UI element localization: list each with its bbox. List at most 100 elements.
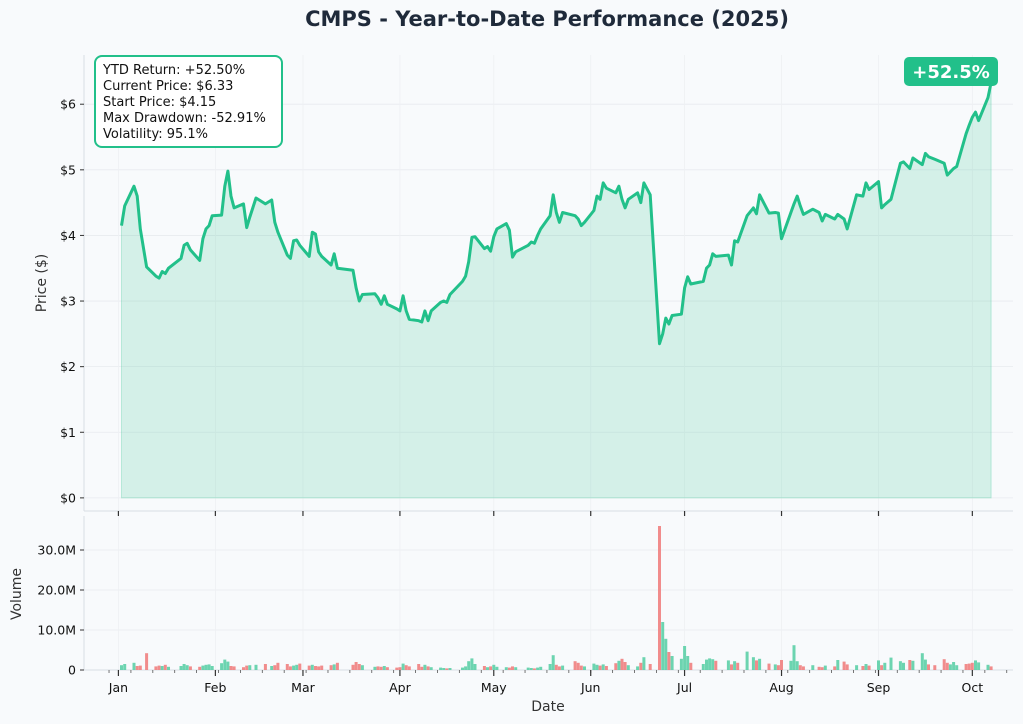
volume-bar (295, 664, 299, 670)
volume-bar (726, 660, 730, 670)
volume-bar (420, 666, 424, 670)
volume-bar (439, 667, 443, 670)
volume-bar (461, 667, 464, 670)
volume-bar (376, 666, 380, 670)
volume-bar (464, 666, 468, 670)
volume-bar (298, 663, 302, 670)
volume-bar (423, 664, 427, 670)
x-tick-label: Jan (108, 680, 128, 695)
volume-bar (751, 657, 755, 670)
return-badge-label: +52.5% (912, 62, 990, 83)
volume-bar (801, 666, 805, 670)
x-tick-label: May (481, 680, 507, 695)
volume-bar (470, 658, 474, 670)
volume-bar (664, 638, 668, 670)
volume-bar (445, 668, 449, 670)
volume-bar (401, 663, 405, 670)
volume-bar (160, 666, 164, 670)
x-axis-ticks: Jan Feb Mar Apr May Jun Jul Aug Sep Oct (108, 670, 1008, 695)
volume-bar (780, 660, 783, 670)
volume-bar (495, 666, 499, 670)
volume-bar (927, 664, 930, 670)
volume-bar (714, 660, 718, 670)
volume-bar (320, 665, 324, 670)
volume-bar (226, 661, 230, 670)
volume-bar (573, 661, 577, 670)
stats-volatility: Volatility: 95.1% (103, 127, 208, 142)
volume-bar (426, 666, 430, 670)
volume-bar (933, 665, 937, 670)
volume-bar (970, 662, 974, 670)
volume-bar (557, 666, 561, 670)
price-line (120, 82, 993, 346)
volume-bar (548, 664, 552, 670)
volume-bar (880, 665, 884, 670)
volume-bar (820, 667, 824, 670)
volume-bar (329, 665, 333, 670)
volume-bar (701, 664, 705, 670)
volume-bar (642, 657, 646, 670)
volume-bar (473, 664, 477, 670)
volume-bar (314, 666, 317, 670)
volume-bar (551, 655, 555, 670)
stats-box: YTD Return: +52.50% Current Price: $6.33… (94, 55, 283, 148)
volume-bar (529, 668, 533, 670)
volume-bar (536, 667, 540, 670)
volume-bar (789, 660, 793, 670)
volume-bar (532, 668, 536, 670)
volume-bar (920, 653, 924, 670)
volume-bar (845, 664, 849, 670)
volume-bar (964, 664, 968, 670)
volume-bar (482, 666, 486, 670)
volume-bar (601, 664, 605, 670)
volume-bar (354, 662, 358, 670)
volume-bar (595, 664, 599, 670)
price-axis-label: Price ($) (34, 254, 50, 312)
volume-bar (220, 663, 224, 670)
volume-bar (648, 664, 652, 670)
volume-bar (120, 665, 123, 670)
volume-bar (889, 657, 893, 670)
volume-bar (182, 664, 186, 670)
volume-bar (667, 652, 671, 670)
volume-bar (986, 664, 990, 670)
volume-bar (592, 663, 596, 670)
volume-bar (154, 666, 158, 670)
volume-bar (639, 662, 643, 670)
volume-bar (514, 667, 518, 670)
volume-bar (817, 666, 821, 670)
volume-bar (486, 667, 489, 670)
volume-bar (223, 659, 227, 670)
volume-bar (448, 668, 452, 670)
volume-bars (120, 526, 993, 670)
volume-bar (670, 656, 674, 670)
volume-bar (382, 666, 386, 670)
volume-bar (310, 664, 314, 670)
volume-bar (745, 651, 749, 670)
volume-bar (736, 662, 740, 670)
volume-bar (842, 661, 846, 670)
volume-bar (554, 664, 558, 670)
x-tick-label: Mar (291, 680, 315, 695)
volume-bar (248, 665, 252, 670)
volume-tick-label: 10.0M (37, 623, 76, 638)
volume-bar (683, 646, 687, 670)
volume-bar (207, 664, 211, 670)
volume-bar (179, 666, 183, 670)
volume-bar (489, 666, 493, 670)
x-tick-label: Sep (867, 680, 891, 695)
volume-bar (254, 664, 258, 670)
volume-bar (955, 665, 959, 670)
stats-current-price: Current Price: $6.33 (103, 79, 233, 94)
volume-bar (335, 662, 339, 670)
volume-bar (877, 660, 880, 670)
volume-bar (658, 526, 661, 670)
volume-tick-label: 0 (68, 663, 76, 678)
volume-bar (292, 665, 296, 670)
volume-bar (429, 667, 433, 670)
volume-bar (492, 664, 496, 670)
stats-box-frame (94, 55, 283, 148)
volume-bar (145, 653, 149, 670)
volume-bar (332, 664, 336, 670)
